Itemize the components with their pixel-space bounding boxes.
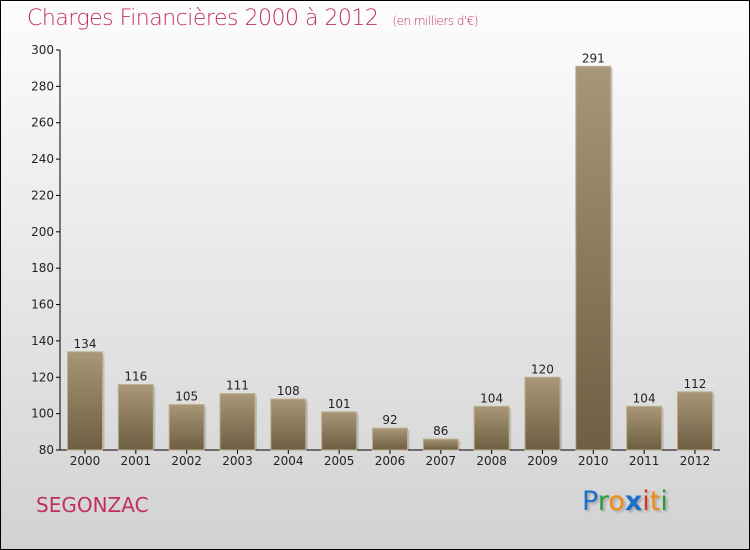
x-tick-label: 2000 xyxy=(70,454,101,468)
logo-letter: P xyxy=(582,486,598,517)
bar-2003 xyxy=(219,393,256,451)
data-label: 92 xyxy=(382,413,397,427)
bar-2006 xyxy=(371,427,408,451)
data-label: 105 xyxy=(175,390,198,404)
chart-title: Charges Financières 2000 à 2012 (en milli… xyxy=(27,6,479,31)
y-tick-label: 100 xyxy=(31,407,54,421)
title-text: Charges Financières 2000 à 2012 xyxy=(27,6,379,31)
x-tick-label: 2010 xyxy=(578,454,609,468)
data-label: 112 xyxy=(684,377,707,391)
y-tick-label: 300 xyxy=(31,43,54,57)
logo-letter: r xyxy=(597,486,609,517)
x-tick-label: 2008 xyxy=(476,454,507,468)
data-label: 101 xyxy=(328,397,351,411)
bar-2010 xyxy=(575,65,612,451)
data-label: 120 xyxy=(531,362,554,376)
x-tick-label: 2011 xyxy=(629,454,660,468)
y-tick-label: 120 xyxy=(31,370,54,384)
bar-2001 xyxy=(117,384,154,451)
data-label: 86 xyxy=(433,424,448,438)
y-tick-label: 240 xyxy=(31,152,54,166)
bar-2005 xyxy=(321,411,358,451)
y-tick-label: 220 xyxy=(31,188,54,202)
x-tick-label: 2003 xyxy=(222,454,253,468)
bar-2002 xyxy=(168,404,205,451)
data-label: 104 xyxy=(633,391,656,405)
y-tick-label: 180 xyxy=(31,261,54,275)
data-label: 104 xyxy=(480,391,503,405)
logo-letter: t xyxy=(649,486,661,517)
logo-letter: i xyxy=(642,486,650,517)
x-tick-label: 2002 xyxy=(171,454,202,468)
data-label: 111 xyxy=(226,379,249,393)
data-label: 116 xyxy=(124,370,147,384)
bar-2009 xyxy=(524,376,561,451)
bar-2004 xyxy=(270,398,307,451)
y-tick-label: 200 xyxy=(31,225,54,239)
bar-2008 xyxy=(473,405,510,451)
unit-label: (en milliers d'€) xyxy=(392,14,479,28)
data-label: 108 xyxy=(277,384,300,398)
bar-2012 xyxy=(676,391,713,451)
y-tick-label: 280 xyxy=(31,79,54,93)
y-tick-label: 80 xyxy=(39,443,54,457)
y-tick-label: 160 xyxy=(31,298,54,312)
x-tick-label: 2007 xyxy=(426,454,457,468)
logo-letter: i xyxy=(660,486,668,517)
bar-2007 xyxy=(422,438,459,451)
x-tick-label: 2012 xyxy=(680,454,711,468)
data-label: 134 xyxy=(74,337,97,351)
y-tick-label: 140 xyxy=(31,334,54,348)
y-tick-label: 260 xyxy=(31,116,54,130)
x-tick-label: 2006 xyxy=(375,454,406,468)
x-tick-label: 2004 xyxy=(273,454,304,468)
logo-letter: x xyxy=(624,486,643,517)
data-label: 291 xyxy=(582,51,605,65)
bar-2011 xyxy=(626,405,663,451)
x-tick-label: 2001 xyxy=(121,454,152,468)
bar-2000 xyxy=(67,351,103,451)
proxiti-logo[interactable]: Proxiti xyxy=(582,486,668,517)
x-tick-label: 2009 xyxy=(527,454,558,468)
x-tick-label: 2005 xyxy=(324,454,355,468)
logo-letter: o xyxy=(608,486,625,517)
commune-name: SEGONZAC xyxy=(36,493,149,517)
